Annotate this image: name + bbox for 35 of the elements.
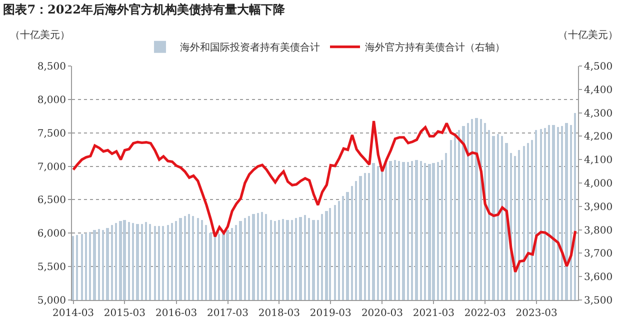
y2-tick-label: 3,800 [584,225,613,236]
y-tick-label: 8,000 [37,94,66,106]
y2-tick-label: 4,000 [584,178,613,190]
x-tick-label: 2014-03 [52,308,94,319]
y2-tick-label: 4,400 [584,84,613,96]
legend-label: 海外官方持有美债合计（右轴） [365,42,505,54]
x-tick-label: 2015-03 [104,308,146,319]
y-tick-label: 7,500 [37,128,66,140]
y-tick-label: 5,500 [37,262,66,274]
x-tick-label: 2023-03 [516,308,558,319]
line-series [72,120,577,274]
y2-tick-label: 4,300 [584,108,613,120]
y2-tick-label: 3,500 [584,296,613,306]
y-tick-label: 6,000 [37,228,66,240]
y2-tick-label: 4,200 [584,132,613,143]
x-tick-label: 2020-03 [361,308,403,319]
y2-axis-title: （十亿美元） [558,29,618,41]
x-tick-label: 2021-03 [412,308,454,319]
legend-label: 海外和国际投资者持有美债合计 [180,42,320,54]
x-tick-label: 2018-03 [258,308,300,319]
y2-tick-label: 4,500 [584,62,613,72]
y-tick-label: 8,500 [37,62,66,72]
chart-title: 图表7：2022年后海外官方机构美债持有量大幅下降 [3,2,286,16]
y-tick-label: 6,500 [37,195,66,206]
x-tick-label: 2017-03 [206,308,249,319]
y2-tick-label: 3,900 [584,202,613,213]
y2-tick-label: 4,100 [584,155,613,166]
x-tick-label: 2022-03 [464,308,506,319]
y-axis-title: （十亿美元） [10,29,70,41]
x-tick-label: 2016-03 [156,308,198,319]
y-tick-label: 5,000 [37,296,66,306]
y2-tick-label: 3,700 [584,248,613,260]
y-tick-label: 7,000 [37,162,66,173]
y2-tick-label: 3,600 [584,272,613,284]
x-tick-label: 2019-03 [310,308,352,319]
